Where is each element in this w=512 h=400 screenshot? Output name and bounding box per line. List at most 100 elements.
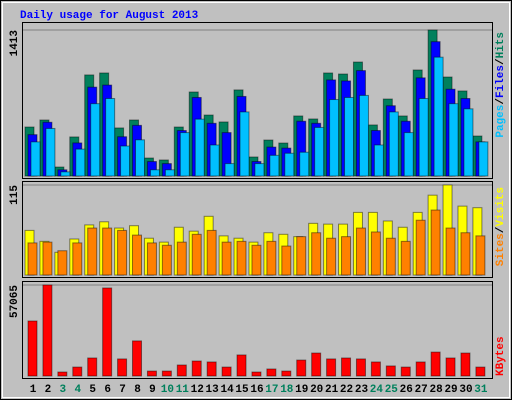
x-tick-label: 18 bbox=[280, 384, 294, 396]
bar bbox=[329, 99, 340, 177]
x-tick-label: 26 bbox=[400, 384, 413, 396]
bar bbox=[105, 98, 116, 177]
bar bbox=[370, 231, 381, 276]
bar bbox=[102, 227, 113, 276]
x-tick-label: 12 bbox=[191, 384, 204, 396]
bar bbox=[87, 357, 98, 377]
y-tick-label: 115 bbox=[9, 185, 21, 205]
bar bbox=[370, 361, 381, 377]
bar bbox=[311, 352, 322, 377]
x-tick-label: 5 bbox=[89, 384, 96, 396]
bar bbox=[72, 242, 83, 276]
bar bbox=[341, 357, 352, 377]
x-tick-label: 14 bbox=[220, 384, 234, 396]
bar bbox=[400, 366, 411, 377]
bar bbox=[57, 250, 68, 276]
x-tick-label: 1 bbox=[30, 384, 37, 396]
x-tick-label: 9 bbox=[149, 384, 156, 396]
bar bbox=[179, 132, 190, 177]
bar bbox=[176, 241, 187, 276]
bar bbox=[433, 56, 444, 177]
bar bbox=[146, 370, 157, 377]
x-tick-label: 8 bbox=[134, 384, 141, 396]
bar bbox=[296, 236, 307, 276]
x-tick-label: 13 bbox=[206, 384, 220, 396]
bar bbox=[191, 360, 202, 377]
bar bbox=[430, 351, 441, 377]
bar bbox=[254, 163, 265, 177]
bar bbox=[326, 358, 337, 377]
bar bbox=[281, 245, 292, 276]
bar bbox=[120, 145, 131, 177]
x-tick-label: 30 bbox=[459, 384, 472, 396]
x-tick-label: 21 bbox=[325, 384, 339, 396]
bar bbox=[72, 366, 83, 377]
bar bbox=[460, 232, 471, 276]
legend-separator: / bbox=[495, 58, 507, 65]
bar bbox=[373, 144, 384, 177]
bar bbox=[266, 368, 277, 377]
bar bbox=[209, 144, 220, 177]
bar bbox=[117, 229, 128, 276]
bar bbox=[90, 103, 101, 177]
bar bbox=[42, 284, 53, 377]
legend: KBytes bbox=[495, 336, 507, 376]
bar bbox=[149, 169, 160, 177]
bar bbox=[415, 219, 426, 276]
bar bbox=[135, 139, 146, 177]
bar bbox=[251, 371, 262, 377]
x-tick-label: 3 bbox=[60, 384, 67, 396]
legend-entry: Files bbox=[495, 65, 507, 98]
bar bbox=[460, 352, 471, 377]
x-tick-label: 29 bbox=[444, 384, 457, 396]
bar bbox=[475, 366, 486, 377]
x-tick-label: 16 bbox=[250, 384, 263, 396]
bar bbox=[161, 370, 172, 377]
bar bbox=[388, 111, 399, 177]
bar bbox=[266, 240, 277, 276]
bar bbox=[239, 111, 250, 177]
bar bbox=[45, 127, 56, 177]
legend-entry: Visits bbox=[495, 187, 507, 227]
x-tick-label: 7 bbox=[119, 384, 126, 396]
bar bbox=[344, 96, 355, 177]
x-tick-label: 22 bbox=[340, 384, 353, 396]
bar bbox=[117, 358, 128, 377]
bar bbox=[400, 240, 411, 276]
y-tick-label: 57065 bbox=[9, 285, 21, 318]
legend-entry: Sites bbox=[495, 233, 507, 266]
bar bbox=[341, 236, 352, 276]
bar bbox=[27, 242, 38, 276]
bar bbox=[355, 227, 366, 276]
bar bbox=[430, 209, 441, 276]
bar bbox=[102, 287, 113, 377]
x-tick-label: 2 bbox=[45, 384, 52, 396]
x-tick-label: 23 bbox=[355, 384, 369, 396]
legend: Sites/Visits bbox=[495, 187, 507, 266]
x-tick-label: 4 bbox=[74, 384, 81, 396]
legend-entry: Hits bbox=[495, 32, 507, 58]
bar bbox=[385, 237, 396, 276]
y-tick-label: 1413 bbox=[9, 30, 21, 57]
bar bbox=[161, 244, 172, 276]
bar bbox=[30, 141, 41, 177]
bar bbox=[224, 163, 235, 177]
bar bbox=[445, 357, 456, 377]
bar bbox=[87, 227, 98, 276]
x-tick-label: 20 bbox=[310, 384, 323, 396]
legend-separator: / bbox=[495, 226, 507, 233]
x-tick-label: 24 bbox=[370, 384, 384, 396]
bar bbox=[281, 370, 292, 377]
bar bbox=[403, 132, 414, 177]
x-tick-label: 6 bbox=[104, 384, 111, 396]
bar bbox=[221, 366, 232, 377]
bar bbox=[314, 126, 325, 177]
bar bbox=[299, 151, 310, 177]
bar bbox=[164, 169, 175, 177]
bar bbox=[284, 152, 295, 177]
bar bbox=[221, 241, 232, 276]
legend-entry: Pages bbox=[495, 105, 507, 138]
x-tick-label: 28 bbox=[430, 384, 444, 396]
legend: Pages/Files/Hits bbox=[495, 32, 507, 138]
bar bbox=[311, 232, 322, 276]
